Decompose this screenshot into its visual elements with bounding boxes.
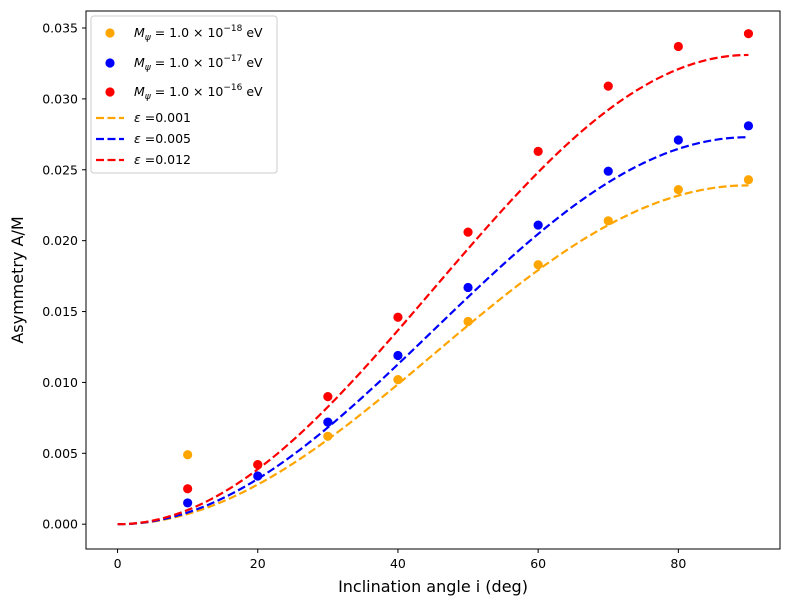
line-series-0	[117, 184, 749, 526]
scatter-point-s1-7	[673, 135, 683, 145]
x-axis-label: Inclination angle i (deg)	[338, 577, 528, 596]
legend-marker-2	[105, 87, 115, 97]
plot-marks	[117, 29, 754, 526]
scatter-point-s0-5	[533, 260, 543, 270]
y-tick-label: 0.015	[42, 304, 78, 319]
y-axis-label: Asymmetry A/M	[8, 216, 27, 343]
scatter-point-s2-1	[253, 460, 263, 470]
x-tick-label: 0	[114, 556, 122, 571]
scatter-point-s2-2	[323, 392, 333, 402]
scatter-point-s1-4	[463, 282, 473, 293]
y-tick-label: 0.025	[42, 162, 78, 177]
legend-marker-0	[105, 28, 115, 38]
legend-box	[90, 15, 278, 174]
y-axis: 0.000 0.005 0.010 0.015 0.020 0.025 0.030 0.035	[42, 21, 86, 532]
scatter-point-s2-3	[393, 312, 403, 322]
scatter-point-s0-4	[463, 316, 473, 327]
scatter-point-s2-4	[463, 227, 473, 237]
legend-line-label-0: ε =0.001	[134, 110, 191, 125]
scatter-point-s0-6	[603, 216, 613, 226]
legend-marker-1	[105, 58, 115, 68]
y-tick-label: 0.030	[42, 91, 78, 106]
legend-line-label-1: ε =0.005	[134, 131, 191, 146]
legend-label-0: Mψ = 1.0 × 10−18 eV	[134, 24, 263, 43]
scatter-point-s0-8	[743, 175, 754, 185]
x-tick-label: 20	[250, 556, 266, 571]
legend-label-1: Mψ = 1.0 × 10−17 eV	[134, 54, 263, 73]
x-tick-label: 60	[530, 556, 546, 571]
legend-line-label-2: ε =0.012	[134, 152, 191, 167]
y-tick-label: 0.005	[42, 446, 78, 461]
legend-label-2: Mψ = 1.0 × 10−16 eV	[134, 83, 263, 102]
scatter-point-s0-7	[673, 185, 683, 195]
y-tick-label: 0.020	[42, 233, 78, 248]
scatter-point-s1-1	[253, 471, 263, 481]
scatter-point-s2-6	[603, 81, 613, 91]
x-axis: 0 20 40 60 80	[114, 549, 686, 571]
scatter-point-s1-0	[183, 498, 193, 508]
scatter-point-s2-5	[533, 146, 543, 156]
scatter-point-s1-8	[743, 121, 754, 131]
legend: Mψ = 1.0 × 10−18 eV Mψ = 1.0 × 10−17 eV Mψ…	[90, 15, 278, 174]
scatter-point-s1-2	[323, 417, 333, 427]
y-tick-label: 0.000	[42, 517, 78, 532]
plot-frame	[85, 10, 781, 550]
line-series-1	[117, 136, 749, 526]
scatter-point-s0-3	[393, 374, 403, 385]
scatter-point-s0-0	[183, 450, 193, 460]
scatter-point-s2-0	[183, 484, 193, 494]
scatter-point-s2-8	[743, 29, 754, 39]
x-tick-label: 80	[670, 556, 686, 571]
y-tick-label: 0.010	[42, 375, 78, 390]
scatter-point-s2-7	[673, 41, 683, 52]
x-tick-label: 40	[390, 556, 406, 571]
scatter-point-s1-3	[393, 350, 403, 361]
scatter-point-s0-2	[323, 431, 333, 441]
line-series-2	[117, 53, 749, 526]
scatter-point-s1-5	[533, 220, 543, 230]
scatter-point-s1-6	[603, 166, 613, 176]
y-tick-label: 0.035	[42, 21, 78, 36]
